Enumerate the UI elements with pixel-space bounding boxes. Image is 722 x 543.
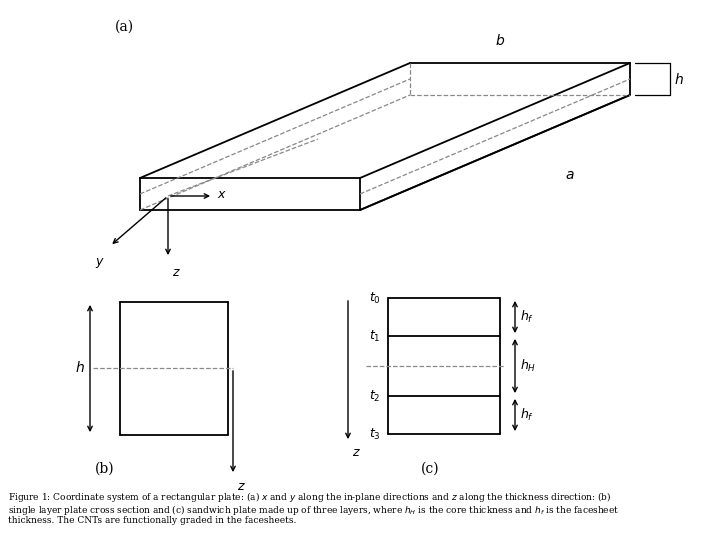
Text: $x$: $x$ bbox=[217, 188, 227, 201]
Text: $t_1$: $t_1$ bbox=[370, 329, 381, 344]
Text: $a$: $a$ bbox=[565, 168, 575, 182]
Text: $z$: $z$ bbox=[352, 446, 361, 459]
Text: (a): (a) bbox=[115, 20, 134, 34]
Text: thickness. The CNTs are functionally graded in the facesheets.: thickness. The CNTs are functionally gra… bbox=[8, 516, 296, 525]
Text: $t_0$: $t_0$ bbox=[369, 291, 381, 306]
Text: $z$: $z$ bbox=[172, 266, 180, 279]
Text: $b$: $b$ bbox=[495, 33, 505, 48]
Text: $t_2$: $t_2$ bbox=[370, 388, 381, 403]
Text: $h$: $h$ bbox=[674, 72, 684, 86]
Text: $h$: $h$ bbox=[75, 361, 85, 376]
Text: $h_H$: $h_H$ bbox=[520, 358, 536, 374]
Text: (c): (c) bbox=[421, 462, 439, 476]
Text: Figure 1: Coordinate system of a rectangular plate: (a) $x$ and $y$ along the in: Figure 1: Coordinate system of a rectang… bbox=[8, 490, 612, 504]
Text: $z$: $z$ bbox=[237, 480, 245, 493]
Text: single layer plate cross section and (c) sandwich plate made up of three layers,: single layer plate cross section and (c)… bbox=[8, 503, 619, 517]
Text: (b): (b) bbox=[95, 462, 115, 476]
Text: $t_3$: $t_3$ bbox=[369, 426, 381, 441]
Text: $y$: $y$ bbox=[95, 256, 105, 270]
Text: $h_f$: $h_f$ bbox=[520, 407, 534, 423]
Text: $h_f$: $h_f$ bbox=[520, 309, 534, 325]
